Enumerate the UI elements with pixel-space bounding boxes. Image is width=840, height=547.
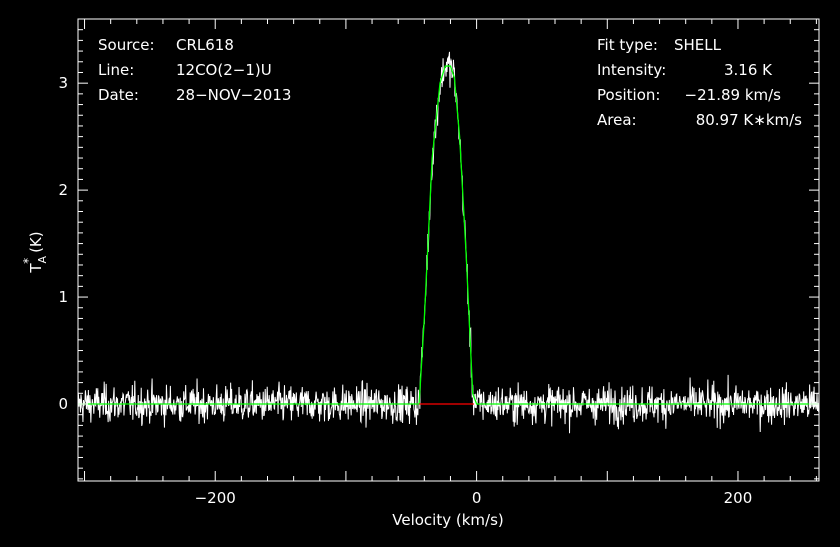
svg-text:TA*(K): TA* (K) (21, 231, 49, 273)
y-axis-label-sub: A (36, 255, 49, 263)
annotation-key: Date: (98, 86, 139, 104)
annotation-value: 12CO(2−1)U (176, 61, 272, 79)
y-axis-label-main: T (27, 263, 45, 274)
fit-line (78, 65, 819, 405)
annotation-key: Source: (98, 36, 155, 54)
annotation-key: Line: (98, 61, 134, 79)
y-tick-label: 0 (58, 395, 68, 413)
annotation-key: Position: (597, 86, 660, 104)
annotations-right: Fit type: SHELL Intensity: 3.16 K Position: −… (597, 36, 802, 129)
x-tick-label: −200 (195, 489, 236, 507)
x-tick-label: 200 (724, 489, 753, 507)
annotation-key: Intensity: (597, 61, 666, 79)
annotation-value: CRL618 (176, 36, 234, 54)
y-axis-label-unit: (K) (27, 231, 45, 253)
annotation-value: 80.97 K∗km/s (696, 111, 802, 129)
y-tick-label: 1 (58, 288, 68, 306)
y-axis-label: TA* (K) (21, 231, 49, 273)
annotation-key: Area: (597, 111, 637, 129)
y-tick-label: 2 (58, 181, 68, 199)
annotation-value: SHELL (674, 36, 722, 54)
y-tick-label: 3 (58, 74, 68, 92)
annotation-value: −21.89 km/s (685, 86, 782, 104)
annotation-key: Fit type: (597, 36, 658, 54)
annotations-left: Source: CRL618 Line: 12CO(2−1)U Date: 28−NOV−… (98, 36, 291, 104)
spectrum-line (77, 51, 820, 434)
x-axis-label: Velocity (km/s) (392, 511, 503, 529)
y-axis-label-sup: * (21, 258, 35, 264)
annotation-value: 3.16 K (724, 61, 773, 79)
x-tick-label: 0 (472, 489, 482, 507)
plot-frame (77, 18, 820, 482)
annotation-value: 28−NOV−2013 (176, 86, 291, 104)
